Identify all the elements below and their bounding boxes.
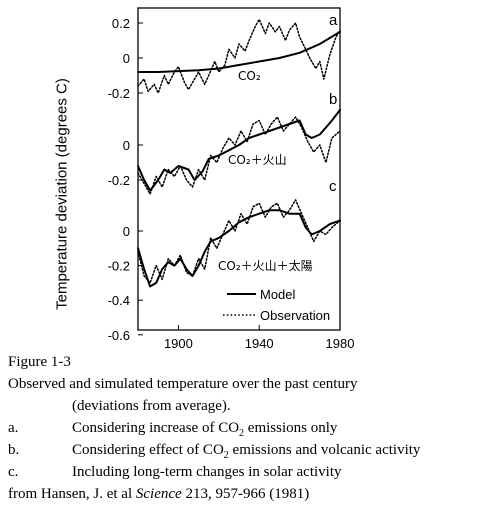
caption-item-text-pre: Considering increase of CO <box>72 420 240 436</box>
caption-item-a: a. Considering increase of CO2 emissions… <box>8 417 498 439</box>
y-tick-label: -0.2 <box>108 173 130 188</box>
caption-source: from Hansen, J. et al Science 213, 957-9… <box>8 483 498 505</box>
caption-item-text-pre: Considering effect of CO <box>72 442 224 458</box>
x-tick-label: 1900 <box>164 336 193 351</box>
caption-item-text-post: emissions and volcanic activity <box>228 442 421 458</box>
caption-item-text-sub: 2 <box>239 428 245 439</box>
caption-item-b: b. Considering effect of CO2 emissions a… <box>8 439 498 461</box>
caption-item-label: b. <box>8 442 20 458</box>
series-model-line-a <box>137 30 341 73</box>
series-observation-line-a <box>137 18 341 94</box>
caption-description-2: (deviations from average). <box>72 398 231 414</box>
source-text: from Hansen, J. et al <box>8 486 136 502</box>
panel-label-a: a <box>329 12 338 29</box>
caption-item-text-post: emissions only <box>244 420 338 436</box>
series-observation-line-b <box>137 116 341 195</box>
caption-item-label: c. <box>8 464 19 480</box>
caption-item-text: Considering increase of CO2 emissions on… <box>72 417 337 439</box>
legend-observation-label: Observation <box>260 308 330 323</box>
panel-label-b: b <box>329 91 337 108</box>
panel-annotation-c: CO₂＋火山＋太陽 <box>218 258 313 273</box>
panel-annotation-b: CO₂＋火山 <box>228 153 287 167</box>
caption-item-text-sub: 2 <box>223 450 229 461</box>
y-tick-label: 0 <box>123 224 130 239</box>
source-citation: 213, 957-966 (1981) <box>181 486 310 502</box>
y-tick-label: -0.4 <box>108 293 130 308</box>
caption-item-c: c. Including long-term changes in solar … <box>8 461 498 483</box>
caption-item-text-pre: Including long-term changes in solar act… <box>72 464 342 480</box>
caption-description-1: Observed and simulated temperature over … <box>8 376 358 392</box>
panel-label-c: c <box>329 178 337 195</box>
x-tick-label: 1940 <box>245 336 274 351</box>
y-tick-label: 0 <box>123 138 130 153</box>
y-axis-title: Temperature deviation (degrees C) <box>53 78 71 310</box>
y-tick-label: -0.6 <box>108 328 130 343</box>
caption-item-text: Considering effect of CO2 emissions and … <box>72 439 420 461</box>
series-model-line-c <box>137 209 341 288</box>
caption-item-text: Including long-term changes in solar act… <box>72 461 342 483</box>
figure-label: Figure 1-3 <box>8 354 71 370</box>
legend-model-label: Model <box>260 287 296 302</box>
y-tick-label: 0.2 <box>112 16 130 31</box>
figure-caption: Figure 1-3 Observed and simulated temper… <box>8 351 498 505</box>
y-tick-label: -0.2 <box>108 86 130 101</box>
legend: Model Observation <box>223 287 330 323</box>
series-observation-line-c <box>137 199 341 284</box>
plot-frame <box>137 7 341 331</box>
chart-figure: 0.2 0 -0.2 a CO₂ 0 -0.2 b CO₂＋火山 0 -0.2 -0.4 -0.6 c CO… <box>108 7 355 351</box>
panel-annotation-a: CO₂ <box>238 69 261 83</box>
y-tick-label: -0.2 <box>108 259 130 274</box>
source-journal: Science <box>135 486 182 502</box>
series-model-line-b <box>137 109 341 192</box>
y-tick-label: 0 <box>123 51 130 66</box>
x-tick-label: 1980 <box>326 336 355 351</box>
caption-item-label: a. <box>8 420 19 436</box>
